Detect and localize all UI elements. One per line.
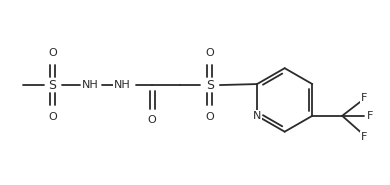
Text: S: S [206, 79, 214, 92]
Text: O: O [148, 115, 156, 125]
Text: F: F [367, 111, 373, 121]
Text: O: O [206, 112, 214, 122]
Text: N: N [253, 111, 261, 121]
Text: O: O [48, 48, 57, 58]
Text: O: O [48, 112, 57, 122]
Text: NH: NH [114, 80, 131, 90]
Text: F: F [361, 93, 367, 103]
Text: O: O [206, 48, 214, 58]
Text: S: S [48, 79, 57, 92]
Text: NH: NH [82, 80, 99, 90]
Text: F: F [361, 132, 367, 142]
